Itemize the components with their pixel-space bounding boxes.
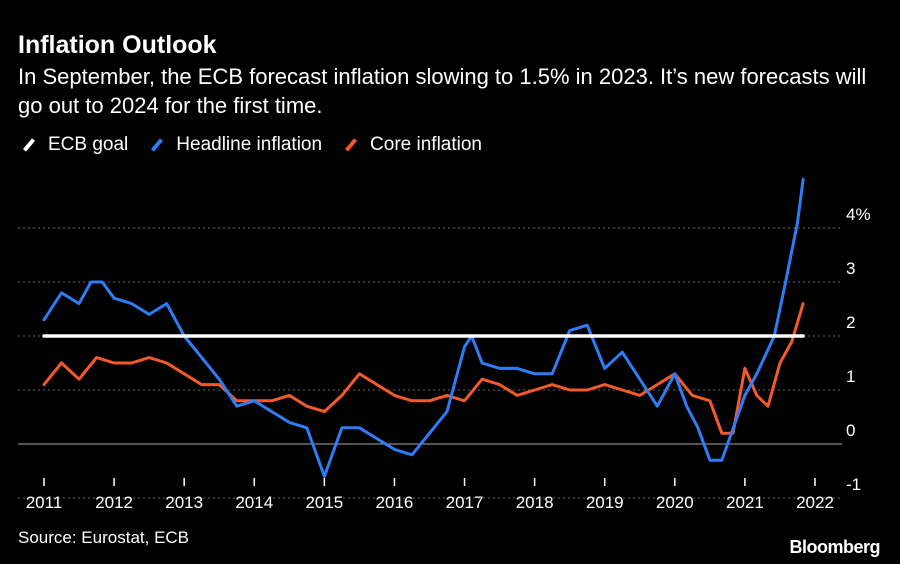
x-tick-label: 2019 xyxy=(586,493,624,512)
x-tick-label: 2014 xyxy=(235,493,273,512)
legend-item-headline: Headline inflation xyxy=(146,134,322,156)
source-note: Source: Eurostat, ECB xyxy=(18,528,190,547)
x-tick-label: 2012 xyxy=(95,493,133,512)
legend-item-core: Core inflation xyxy=(340,134,482,156)
x-tick-label: 2017 xyxy=(446,493,484,512)
x-tick-label: 2011 xyxy=(26,493,63,512)
y-tick-label: 2 xyxy=(846,313,855,332)
legend-label-core: Core inflation xyxy=(370,134,482,155)
series-line-headline xyxy=(42,177,805,478)
y-tick-label: 3 xyxy=(846,259,855,278)
legend-item-ecb-goal: ECB goal xyxy=(18,134,128,156)
x-tick-label: 2022 xyxy=(796,493,834,512)
series-line-core xyxy=(42,302,805,435)
x-tick-label: 2015 xyxy=(305,493,343,512)
x-tick-label: 2016 xyxy=(376,493,414,512)
legend-label-ecb-goal: ECB goal xyxy=(48,134,129,155)
x-tick-label: 2021 xyxy=(726,493,764,512)
legend-label-headline: Headline inflation xyxy=(176,134,323,155)
x-tick-label: 2020 xyxy=(656,493,694,512)
x-tick-label: 2013 xyxy=(165,493,203,512)
y-tick-label: 1 xyxy=(846,367,855,386)
bloomberg-logo: Bloomberg xyxy=(789,537,880,557)
y-tick-label: -1 xyxy=(846,475,861,494)
x-tick-label: 2018 xyxy=(516,493,554,512)
y-tick-label: 0 xyxy=(846,421,855,440)
chart-subtitle: In September, the ECB forecast inflation… xyxy=(18,64,867,118)
legend: ECB goal Headline inflation Core inflati… xyxy=(18,134,500,156)
chart-title: Inflation Outlook xyxy=(18,31,217,59)
y-tick-label: 4% xyxy=(846,205,871,224)
